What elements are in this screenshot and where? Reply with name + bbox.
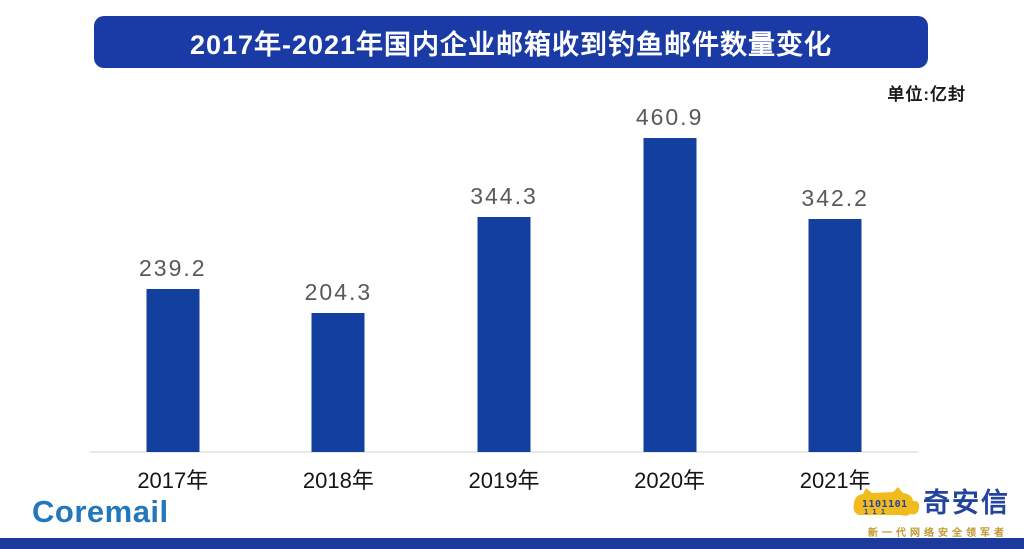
- x-tick-2019年: 2019年: [468, 468, 540, 493]
- bar-2019年: [477, 217, 531, 452]
- tiger-binary-icon: 1101101 1 1 1: [853, 487, 920, 516]
- qianxin-tagline: 新一代网络安全领军者: [868, 528, 1008, 539]
- coremail-logo: Coremail: [32, 494, 169, 529]
- value-label-2021年: 342.2: [801, 184, 869, 211]
- svg-text:1 1 1: 1 1 1: [864, 508, 885, 516]
- x-tick-2017年: 2017年: [137, 468, 209, 493]
- x-tick-2020年: 2020年: [634, 468, 706, 493]
- unit-label: 单位:亿封: [887, 85, 966, 104]
- bar-2018年: [311, 312, 365, 452]
- x-axis-line: [90, 451, 918, 453]
- x-axis-labels: 2017年 2018年 2019年 2020年 2021年: [90, 463, 918, 493]
- value-label-2019年: 344.3: [470, 183, 538, 210]
- qianxin-logo: 1101101 1 1 1 奇安信 新一代网络安全领军者: [849, 486, 1010, 539]
- value-label-2018年: 204.3: [304, 278, 373, 305]
- bottom-strip: [0, 538, 1024, 549]
- x-tick-2018年: 2018年: [302, 468, 374, 493]
- plot-area: 239.2 204.3 344.3 460.9 342.2: [90, 104, 918, 453]
- qianxin-logo-row: 1101101 1 1 1 奇安信: [849, 486, 1010, 520]
- qianxin-name: 奇安信: [923, 487, 1010, 518]
- x-tick-2021年: 2021年: [799, 468, 871, 493]
- svg-text:1101101: 1101101: [862, 499, 908, 510]
- bar-2020年: [643, 137, 697, 452]
- bar-2021年: [808, 218, 862, 452]
- value-label-2020年: 460.9: [635, 103, 704, 130]
- value-label-2017年: 239.2: [139, 254, 207, 281]
- title-banner: 2017年-2021年国内企业邮箱收到钓鱼邮件数量变化: [94, 16, 928, 68]
- bar-2017年: [146, 288, 200, 452]
- chart-title: 2017年-2021年国内企业邮箱收到钓鱼邮件数量变化: [189, 29, 833, 60]
